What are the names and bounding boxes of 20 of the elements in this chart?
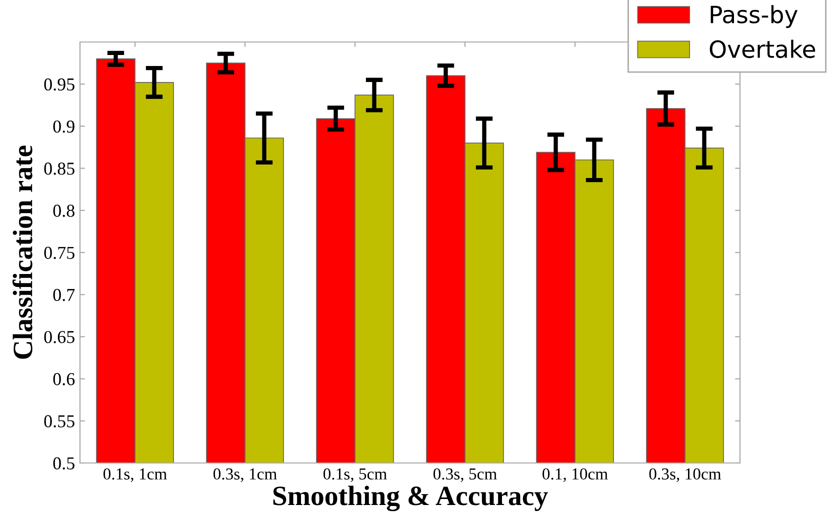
y-axis-title: Classification rate: [12, 146, 32, 359]
legend-label: Pass-by: [710, 5, 798, 28]
x-tick-label: 0.1, 10cm: [542, 468, 608, 482]
legend-label: Overtake: [710, 40, 816, 58]
x-tick-label: 0.1s, 1cm: [103, 468, 167, 482]
y-tick-label: 0.75: [44, 246, 74, 260]
y-tick-label: 0.55: [44, 415, 74, 428]
x-tick-label: 0.3s, 10cm: [649, 468, 722, 482]
y-tick-label: 0.95: [44, 78, 74, 91]
x-tick-label: 0.3s, 1cm: [213, 468, 277, 482]
y-tick-label: 0.7: [53, 288, 75, 302]
y-tick-label: 0.8: [53, 204, 74, 217]
y-tick-label: 0.6: [53, 373, 75, 386]
x-tick-label: 0.1s, 5cm: [323, 468, 387, 482]
x-axis-title: Smoothing & Accuracy: [273, 486, 548, 512]
y-tick-label: 0.5: [53, 457, 74, 470]
x-tick-label: 0.3s, 5cm: [433, 468, 497, 482]
y-tick-label: 0.85: [44, 162, 74, 175]
y-tick-label: 0.9: [53, 120, 74, 133]
y-tick-label: 0.65: [44, 330, 74, 344]
